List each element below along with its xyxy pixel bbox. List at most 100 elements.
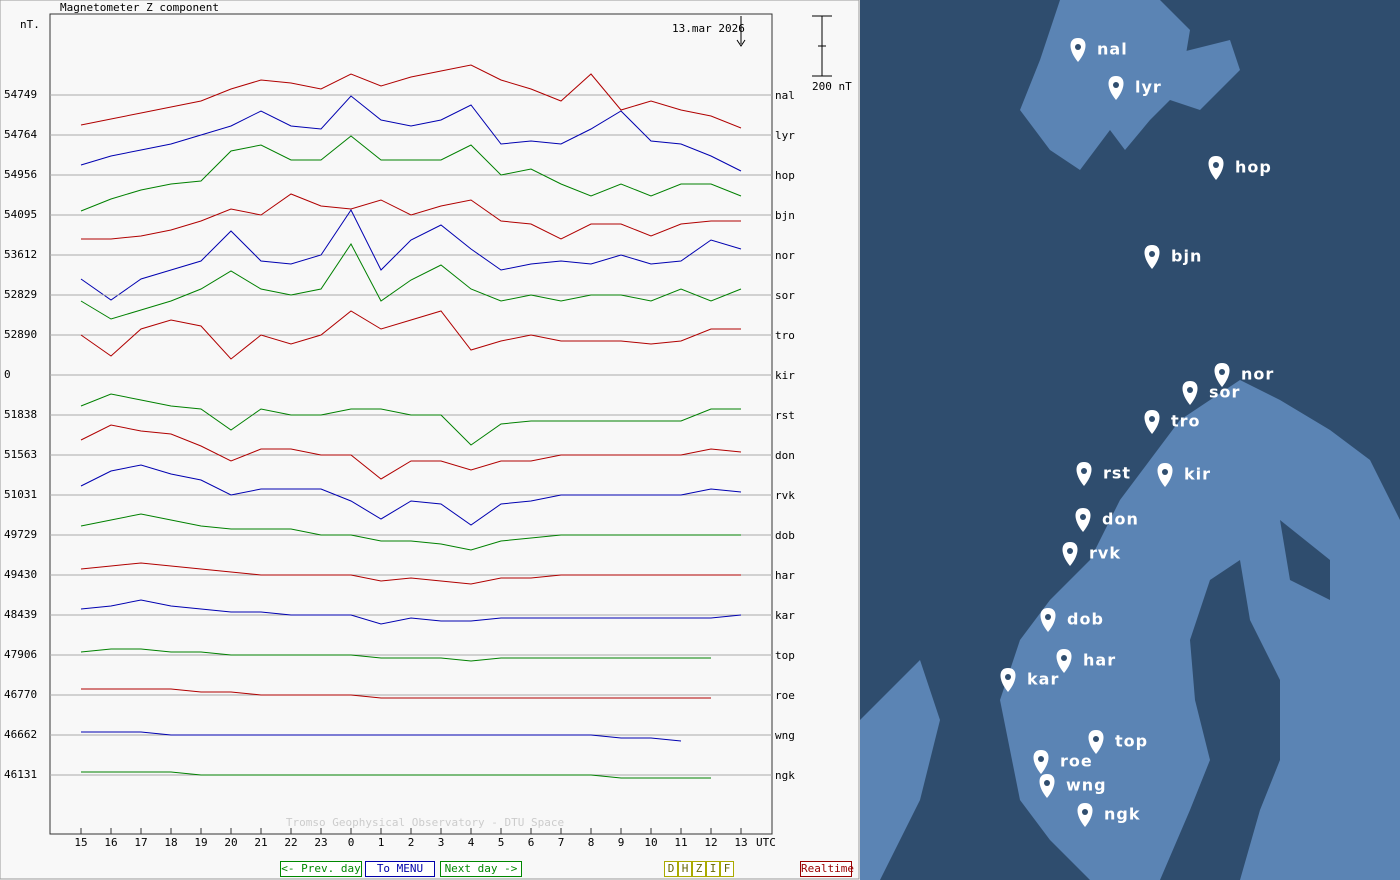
x-tick-label: 15 <box>74 836 87 849</box>
to-menu[interactable]: To MENU <box>365 861 435 877</box>
pin-dot <box>1149 416 1155 422</box>
trace <box>80 64 742 129</box>
x-tick-label: 21 <box>254 836 267 849</box>
realtime[interactable]: Realtime <box>800 861 854 877</box>
baseline-label: 0 <box>4 368 11 381</box>
pin-dot <box>1038 756 1044 762</box>
component-button[interactable]: D <box>664 861 678 877</box>
trace <box>80 209 742 301</box>
station-name: kar <box>1027 670 1059 689</box>
station-name: wng <box>1066 776 1107 795</box>
next-day[interactable]: Next day -> <box>440 861 522 877</box>
station-label: don <box>775 449 795 462</box>
pin-dot <box>1005 674 1011 680</box>
pin-dot <box>1113 82 1119 88</box>
x-tick-label: 17 <box>134 836 147 849</box>
pin-dot <box>1080 514 1086 520</box>
chart: Magnetometer Z component nT. 13.mar 2026… <box>0 0 860 880</box>
trace <box>81 193 741 240</box>
trace <box>80 648 711 662</box>
station-label: kir <box>775 369 795 382</box>
trace <box>81 688 711 699</box>
arrow-head <box>736 39 746 47</box>
baseline-label: 52890 <box>4 328 37 341</box>
y-unit: nT. <box>20 18 40 31</box>
station-name: nor <box>1241 365 1274 384</box>
x-unit: UTC <box>756 836 776 849</box>
station-name: roe <box>1060 752 1093 771</box>
date: 13.mar 2026 <box>672 22 745 35</box>
baseline-label: 51563 <box>4 448 37 461</box>
trace <box>80 95 742 172</box>
x-tick-label: 20 <box>224 836 237 849</box>
credit: Tromso Geophysical Observatory - DTU Spa… <box>286 816 564 829</box>
pin-dot <box>1061 655 1067 661</box>
trace <box>80 513 741 551</box>
station-name: har <box>1083 651 1116 670</box>
x-tick-label: 3 <box>438 836 445 849</box>
trace <box>80 310 741 360</box>
station-label: rst <box>775 409 795 422</box>
station-label: top <box>775 649 795 662</box>
x-tick-label: 6 <box>528 836 535 849</box>
trace <box>80 424 742 480</box>
station-name: nal <box>1097 40 1128 59</box>
baseline-label: 49729 <box>4 528 37 541</box>
station-label: hop <box>775 169 795 182</box>
britain <box>860 660 940 880</box>
component-button[interactable]: F <box>720 861 734 877</box>
station-label: lyr <box>775 129 795 142</box>
x-tick-label: 12 <box>704 836 717 849</box>
baseline-label: 54095 <box>4 208 37 221</box>
x-tick-label: 5 <box>498 836 505 849</box>
panel <box>0 0 860 880</box>
station-label: kar <box>775 609 795 622</box>
station-name: ngk <box>1104 805 1140 824</box>
x-tick-label: 7 <box>558 836 565 849</box>
pin-dot <box>1067 548 1073 554</box>
pin-dot <box>1162 469 1168 475</box>
station-name: lyr <box>1135 78 1162 97</box>
baseline-label: 46131 <box>4 768 37 781</box>
baltic <box>1160 520 1330 880</box>
station-label: nal <box>775 89 795 102</box>
component-button[interactable]: I <box>706 861 720 877</box>
scale-label: 200 nT <box>812 80 852 93</box>
chart-title: Magnetometer Z component <box>60 1 219 14</box>
trace <box>80 599 742 625</box>
pin-dot <box>1045 614 1051 620</box>
station-name: top <box>1115 732 1148 751</box>
pin-dot <box>1187 387 1193 393</box>
x-tick-label: 9 <box>618 836 625 849</box>
baseline-label: 49430 <box>4 568 37 581</box>
pin-dot <box>1219 369 1225 375</box>
station-label: dob <box>775 529 795 542</box>
station-name: rst <box>1103 464 1131 483</box>
station-name: tro <box>1171 412 1201 431</box>
station-label: rvk <box>775 489 795 502</box>
component-button[interactable]: Z <box>692 861 706 877</box>
station-name: dob <box>1067 610 1104 629</box>
pin-dot <box>1213 162 1219 168</box>
component-button[interactable]: H <box>678 861 692 877</box>
station-label: nor <box>775 249 795 262</box>
x-tick-label: 22 <box>284 836 297 849</box>
pin-dot <box>1075 44 1081 50</box>
trace <box>80 243 742 320</box>
pin-dot <box>1082 809 1088 815</box>
trace <box>80 464 742 526</box>
baseline-label: 46770 <box>4 688 37 701</box>
station-name: rvk <box>1089 544 1121 563</box>
baseline-label: 53612 <box>4 248 37 261</box>
prev-day[interactable]: <- Prev. day <box>280 861 362 877</box>
station-label: wng <box>775 729 795 742</box>
station-name: kir <box>1184 465 1211 484</box>
baseline-label: 47906 <box>4 648 37 661</box>
x-tick-label: 10 <box>644 836 657 849</box>
station-label: roe <box>775 689 795 702</box>
station-name: bjn <box>1171 247 1202 266</box>
trace <box>81 731 682 742</box>
trace <box>80 393 741 446</box>
x-tick-label: 2 <box>408 836 415 849</box>
